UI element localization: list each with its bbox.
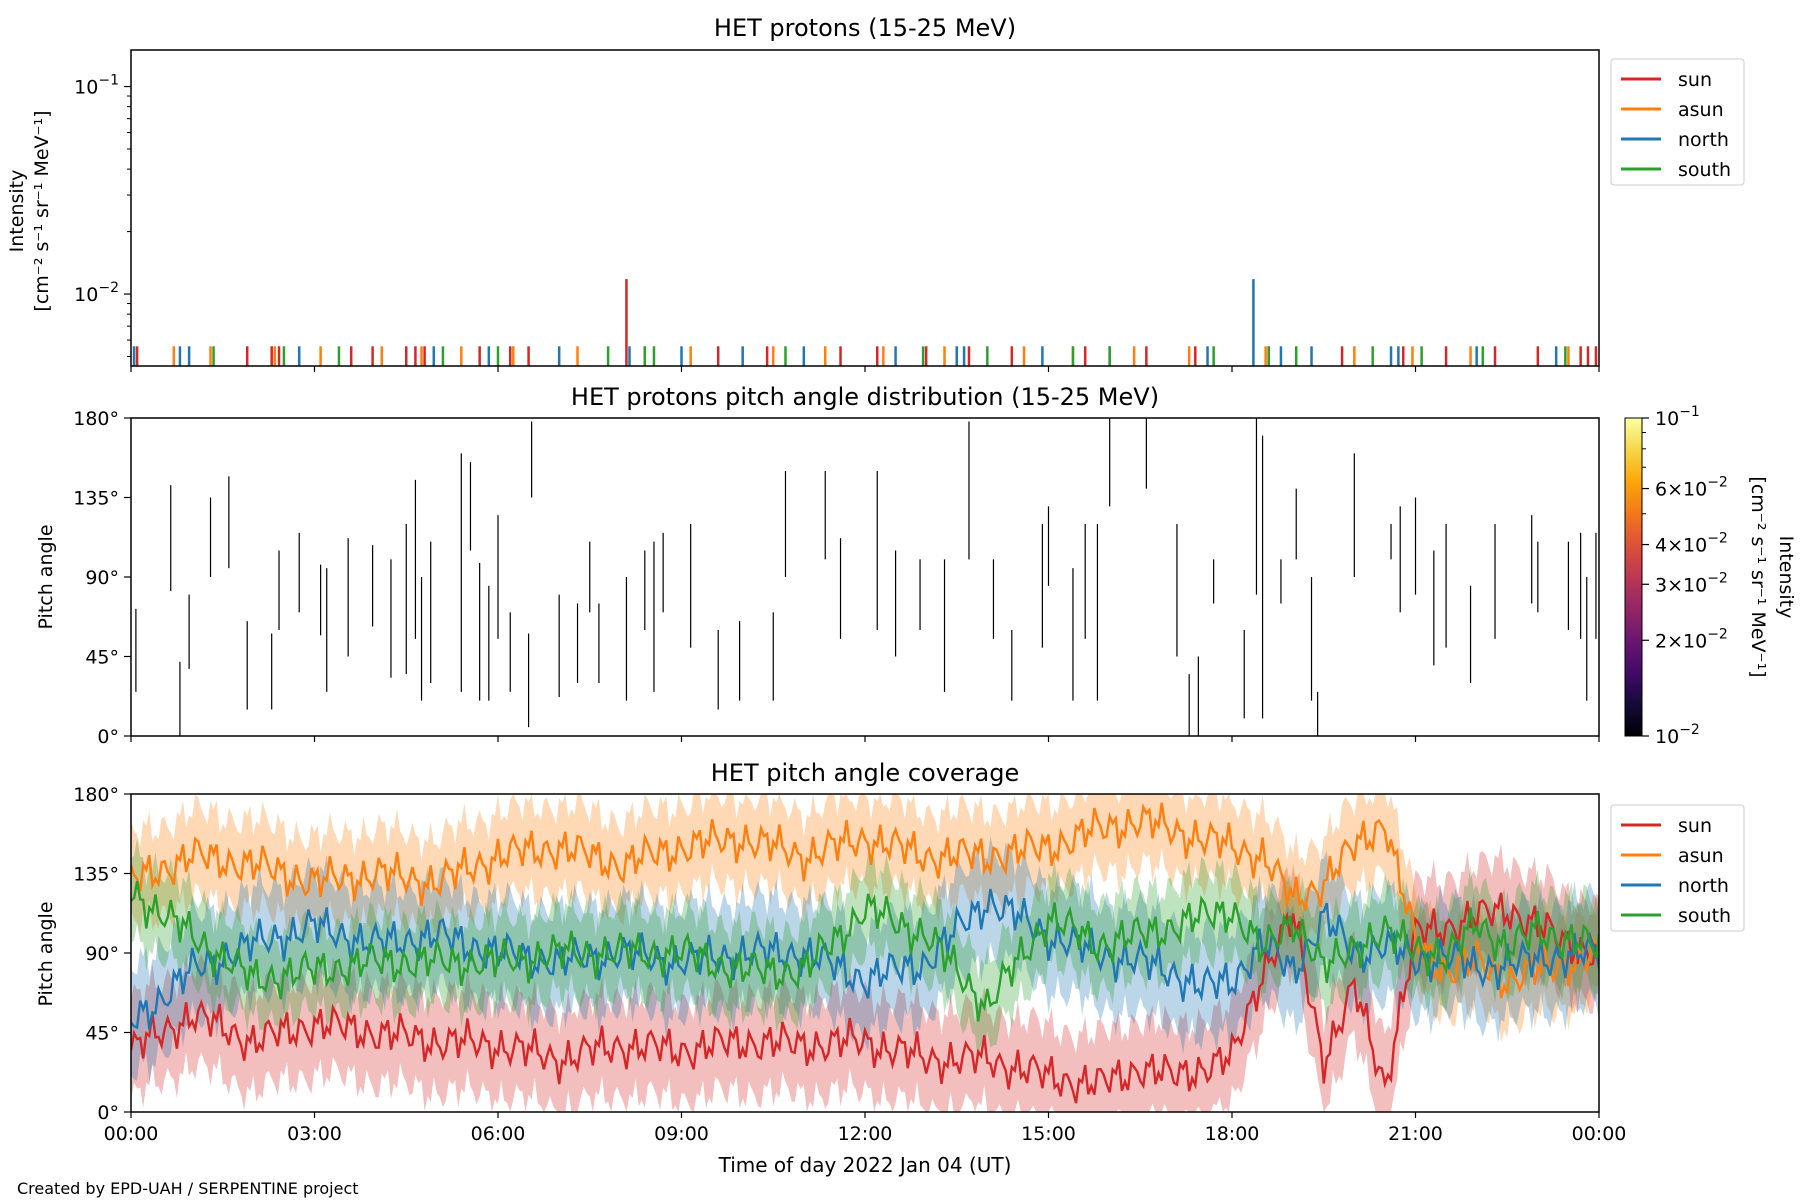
panel2-ytick-label: 45° [85, 647, 119, 669]
panel3-ytick-label: 45° [85, 1023, 119, 1045]
panel2-xaxis [130, 736, 1600, 742]
legend-label-sun: sun [1678, 69, 1712, 91]
x-tick-label: 09:00 [654, 1123, 709, 1145]
panel-pad-heatmap: HET protons pitch angle distribution (15… [35, 383, 1797, 748]
panel3-ytick-label: 180° [73, 784, 119, 806]
legend-label-asun: asun [1678, 845, 1724, 867]
panel3-legend: sun asun north south [1610, 804, 1745, 932]
panel3-plot-area [131, 794, 1599, 1112]
colorbar-tick-label: 10−2 [1655, 722, 1700, 748]
x-tick-label: 21:00 [1388, 1123, 1443, 1145]
colorbar-gradient [1624, 417, 1643, 737]
footer-credit: Created by EPD-UAH / SERPENTINE project [17, 1179, 359, 1198]
panel1-ylabel-line2: [cm⁻² s⁻¹ sr⁻¹ MeV⁻¹] [31, 110, 53, 311]
coverage-band-north [131, 836, 1599, 1083]
colorbar-tick-label: 4×10−2 [1655, 531, 1728, 557]
x-tick-label: 12:00 [838, 1123, 893, 1145]
x-tick-label: 15:00 [1021, 1123, 1076, 1145]
panel3-xaxis: 00:00 03:00 06:00 09:00 12:00 15:00 18:00 21:00… [104, 1112, 1627, 1145]
colorbar-ticks: 10−1 6×10−2 4×10−2 3×10−2 2×10−2 10−2 [1642, 404, 1728, 748]
legend-label-south: south [1678, 159, 1731, 181]
panel2-ylabel: Pitch angle [35, 524, 57, 629]
panel-intensity: HET protons (15-25 MeV) Intensity [cm⁻² … [6, 14, 1745, 372]
x-tick-label: 00:00 [104, 1123, 159, 1145]
colorbar-label-line1: Intensity [1775, 536, 1797, 619]
panel3-ylabel: Pitch angle [35, 901, 57, 1006]
legend-label-north: north [1678, 875, 1729, 897]
coverage-line-asun [131, 802, 1599, 999]
colorbar-tick-label: 6×10−2 [1655, 475, 1728, 501]
panel1-ytick-label: 10−1 [74, 73, 119, 99]
coverage-band-asun [131, 794, 1599, 1043]
x-tick-label: 03:00 [287, 1123, 342, 1145]
panel1-xaxis [130, 366, 1600, 372]
panel1-plot-area [132, 279, 1598, 366]
panel2-ytick-label: 0° [97, 726, 119, 748]
panel3-ytick-label: 135° [73, 864, 119, 886]
x-axis-label: Time of day 2022 Jan 04 (UT) [718, 1153, 1012, 1177]
panel1-legend-box [1610, 58, 1745, 186]
panel2-yaxis: 0° 45° 90° 135° 180° [73, 408, 131, 748]
panel3-frame [130, 793, 1600, 1113]
panel3-title: HET pitch angle coverage [711, 759, 1019, 787]
legend-label-north: north [1678, 129, 1729, 151]
legend-label-sun: sun [1678, 815, 1712, 837]
panel3-ytick-label: 0° [97, 1102, 119, 1124]
panel3-ytick-label: 90° [85, 943, 119, 965]
x-tick-label: 00:00 [1572, 1123, 1627, 1145]
legend-label-south: south [1678, 905, 1731, 927]
coverage-line-south [131, 880, 1599, 1022]
colorbar-label-line2: [cm⁻² s⁻¹ sr⁻¹ MeV⁻¹] [1747, 476, 1769, 677]
legend-label-asun: asun [1678, 99, 1724, 121]
panel2-ytick-label: 180° [73, 408, 119, 430]
x-tick-label: 18:00 [1205, 1123, 1260, 1145]
colorbar: 10−1 6×10−2 4×10−2 3×10−2 2×10−2 10−2 Intensi… [1624, 404, 1797, 748]
panel2-title: HET protons pitch angle distribution (15… [571, 383, 1159, 411]
panel1-yaxis: 10−1 10−2 [74, 73, 131, 358]
x-tick-label: 06:00 [471, 1123, 526, 1145]
panel1-ylabel-line1: Intensity [6, 170, 28, 253]
panel1-ytick-label: 10−2 [74, 280, 119, 306]
colorbar-tick-label: 3×10−2 [1655, 570, 1728, 596]
panel1-frame [130, 49, 1600, 367]
panel2-plot-area [135, 418, 1597, 736]
panel3-legend-box [1610, 804, 1745, 932]
colorbar-tick-label: 10−1 [1655, 404, 1700, 430]
panel2-frame [130, 417, 1600, 737]
panel2-ytick-label: 135° [73, 488, 119, 510]
coverage-line-sun [131, 892, 1599, 1104]
coverage-band-south [131, 838, 1599, 1064]
panel1-title: HET protons (15-25 MeV) [714, 14, 1016, 42]
panel2-ytick-label: 90° [85, 567, 119, 589]
colorbar-tick-label: 2×10−2 [1655, 626, 1728, 652]
panel3-yaxis: 0° 45° 90° 135° 180° [73, 784, 131, 1124]
panel-coverage: HET pitch angle coverage Pitch angle 0° 4… [35, 759, 1745, 1177]
panel1-legend: sun asun north south [1610, 58, 1745, 186]
